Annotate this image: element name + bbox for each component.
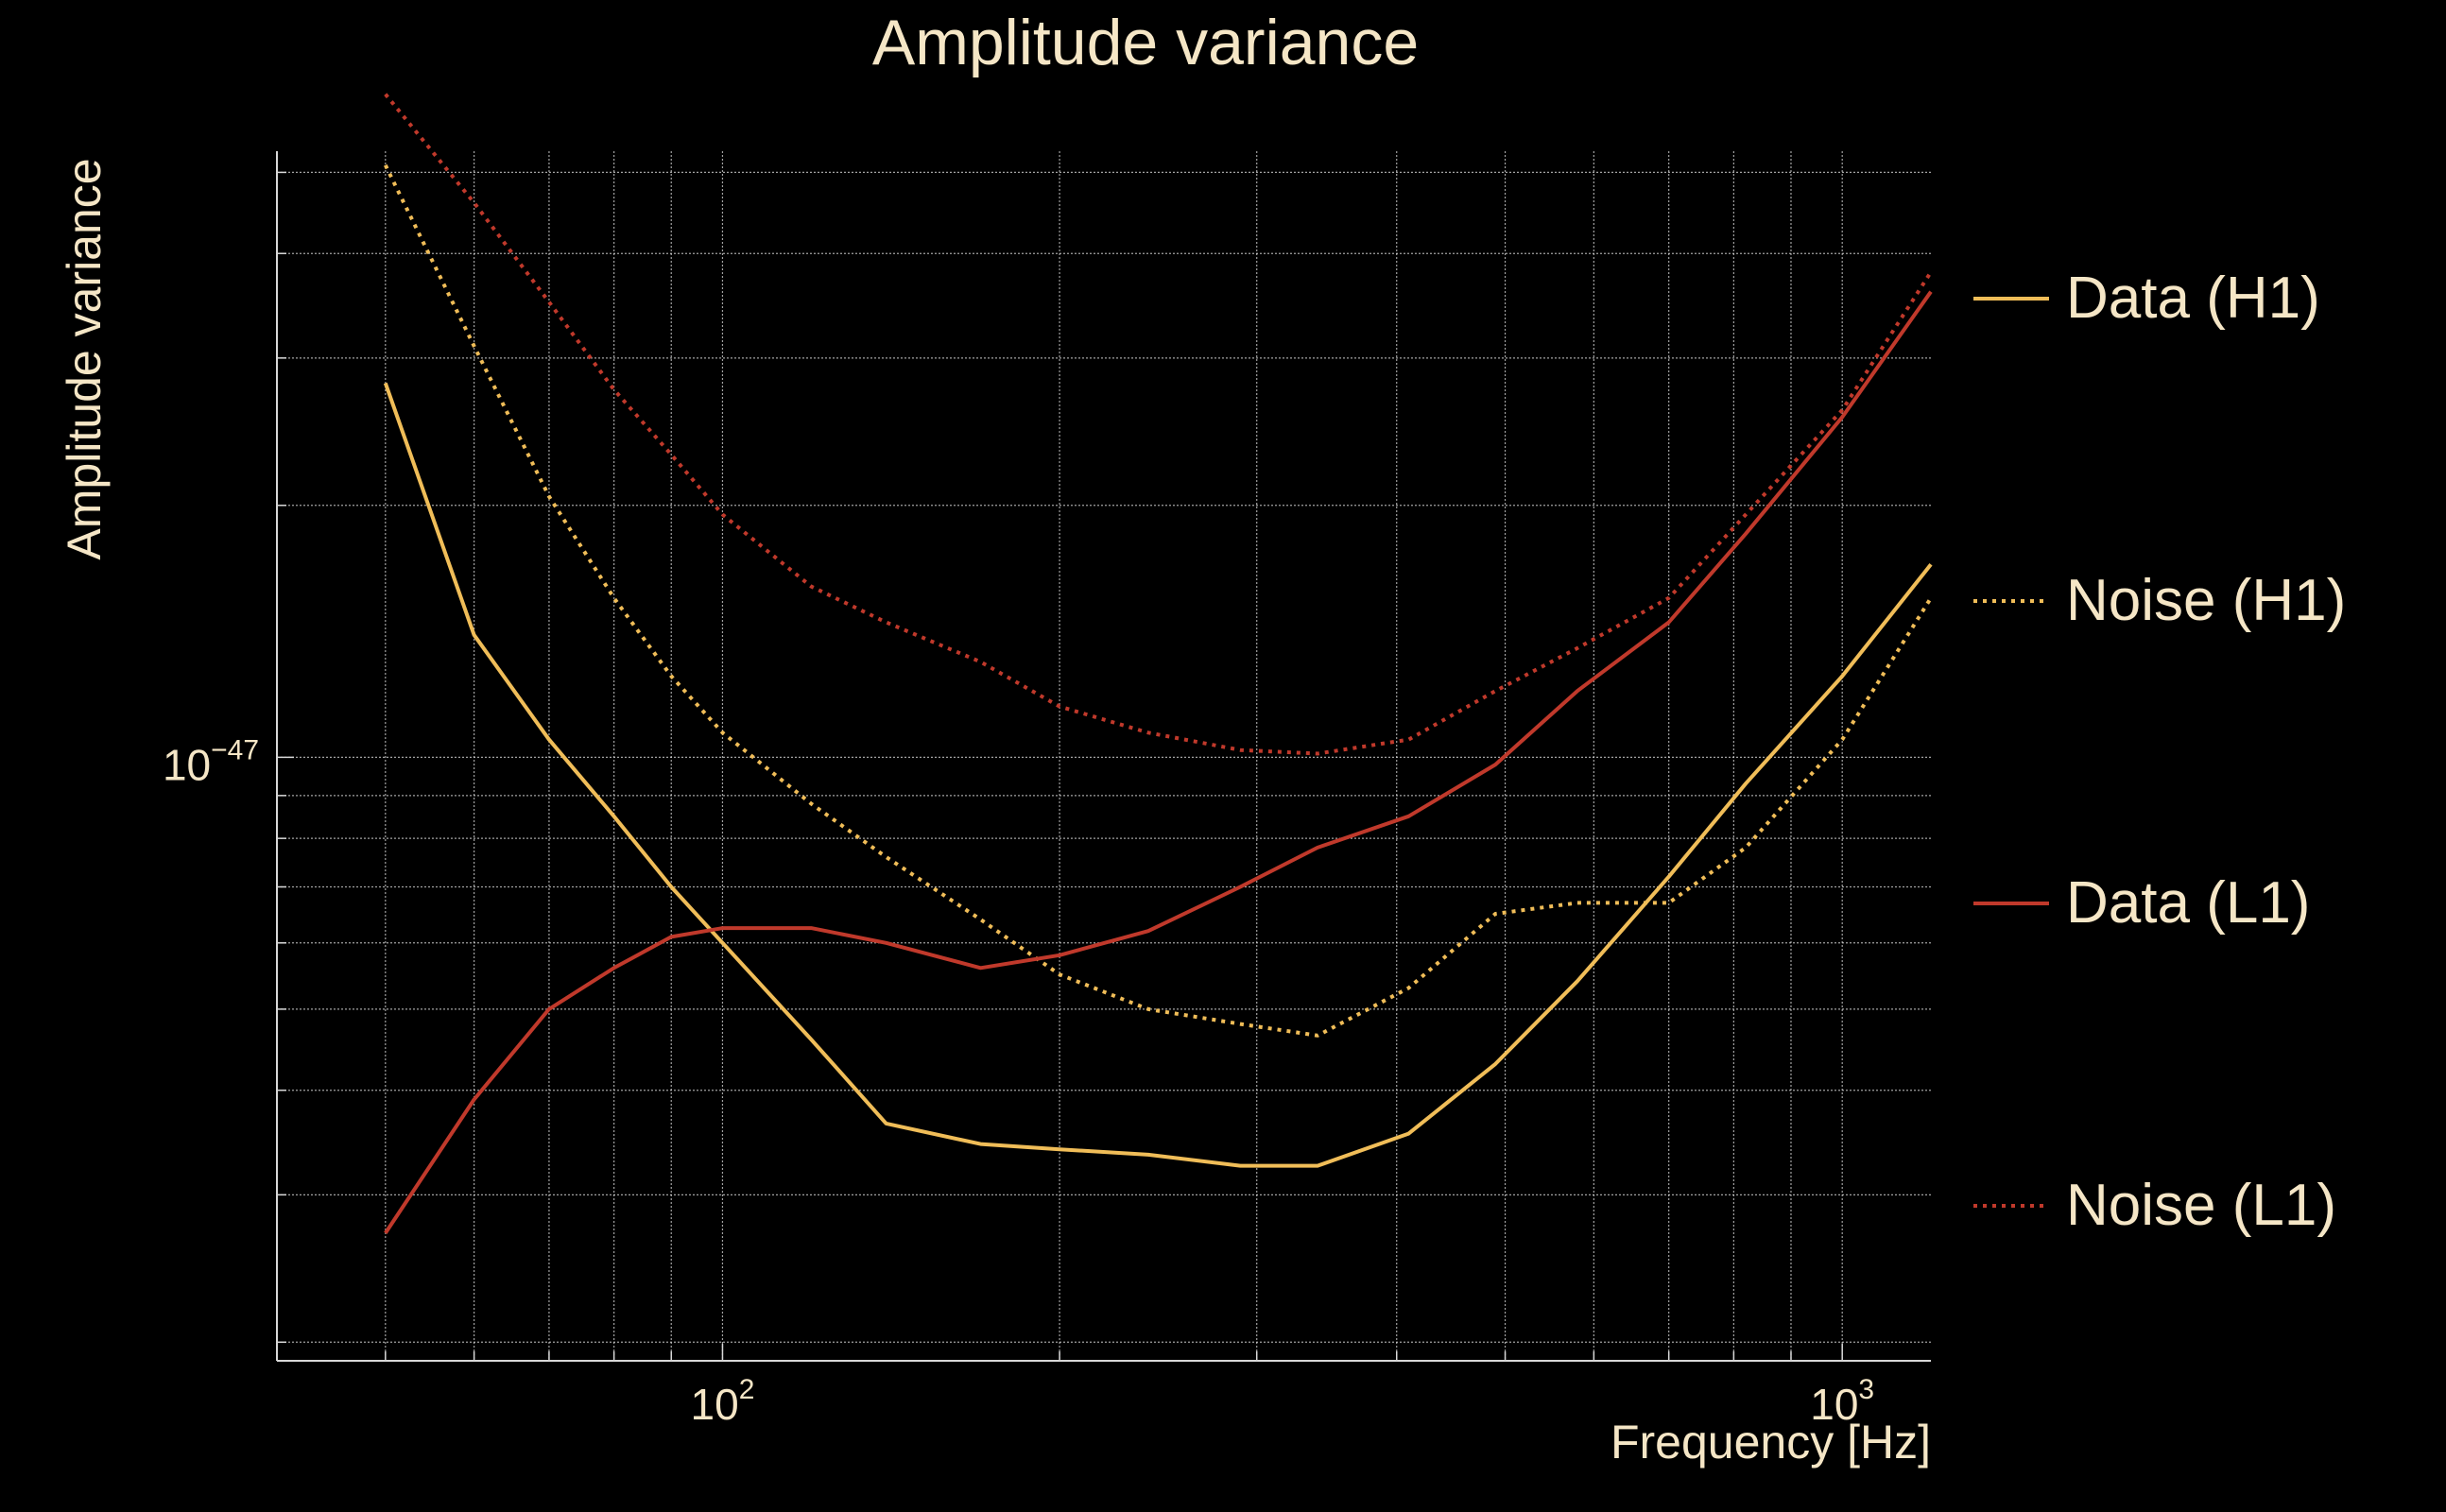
series-line-2: [384, 290, 1933, 1235]
legend: Data (H1) Noise (H1) Data (L1) Noise (L1): [1973, 266, 2346, 1238]
series-lines: [383, 93, 1933, 1235]
x-axis-label: Frequency [Hz]: [1611, 1416, 1931, 1469]
tick-labels: 102 103 10−47: [163, 734, 1874, 1429]
series-line-1: [384, 163, 1933, 1038]
legend-label: Data (H1): [2066, 266, 2320, 331]
chart-title: Amplitude variance: [872, 7, 1419, 78]
axes: [276, 151, 1931, 1362]
x-tick-label: 102: [691, 1374, 755, 1429]
legend-label: Noise (H1): [2066, 568, 2346, 633]
legend-label: Data (L1): [2066, 870, 2310, 936]
x-tick-label: 103: [1810, 1374, 1874, 1429]
y-axis-label: Amplitude variance: [58, 158, 111, 559]
legend-label: Noise (L1): [2066, 1173, 2336, 1238]
series-line-3: [384, 93, 1933, 756]
series-line-0: [383, 382, 1933, 1168]
y-tick-label: 10−47: [163, 734, 259, 789]
grid: [276, 151, 1931, 1361]
